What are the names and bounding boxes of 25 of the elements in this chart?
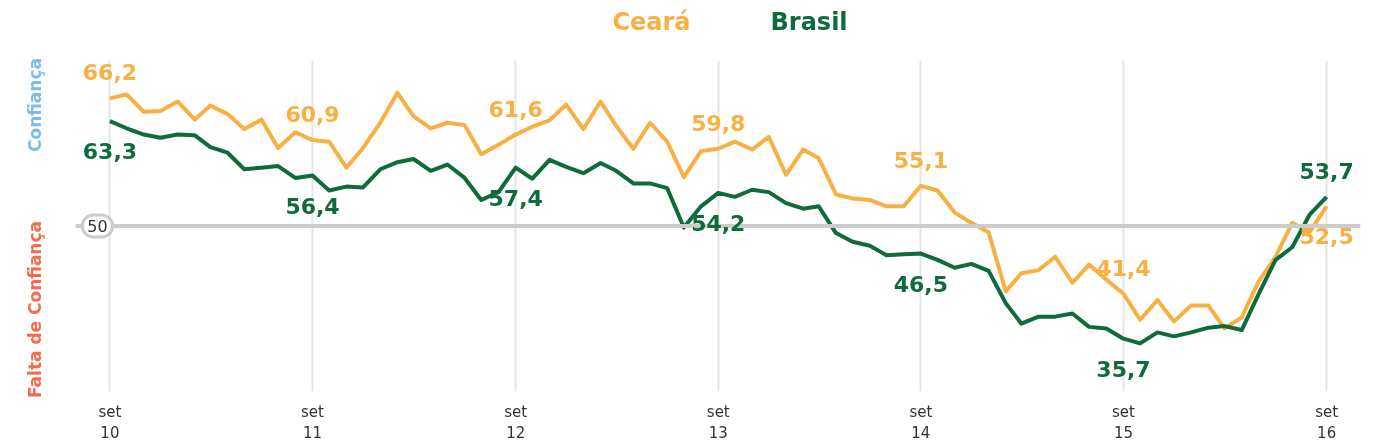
text: Brasil — [770, 8, 848, 36]
text: Confiança — [25, 58, 45, 152]
data-label: 53,7 — [1299, 158, 1354, 184]
data-label: 54,2 — [691, 210, 746, 236]
data-label: 56,4 — [285, 193, 340, 219]
data-label: 35,7 — [1096, 356, 1151, 382]
x-tick-label: set 16 — [1315, 402, 1339, 443]
ref-line-label: 50 — [87, 217, 108, 236]
x-tick-label: set 12 — [504, 402, 528, 443]
x-tick-label: set 11 — [301, 402, 325, 443]
text: Falta de Confiança — [25, 221, 45, 399]
x-tick-label: set 10 — [98, 402, 122, 443]
x-tick-label: set 13 — [706, 402, 730, 443]
data-label: 46,5 — [893, 271, 949, 297]
data-label: 61,6 — [488, 96, 543, 122]
data-label: 52,5 — [1299, 224, 1354, 250]
data-label: 55,1 — [893, 147, 949, 173]
data-label: 59,8 — [691, 110, 746, 136]
data-label: 66,2 — [82, 60, 138, 86]
data-label: 60,9 — [285, 102, 340, 128]
text: Ceará — [612, 8, 691, 36]
x-tick-label: set 15 — [1112, 402, 1136, 443]
data-label: 41,4 — [1096, 255, 1151, 281]
x-tick-label: set 14 — [909, 402, 933, 443]
data-label: 63,3 — [82, 139, 138, 165]
